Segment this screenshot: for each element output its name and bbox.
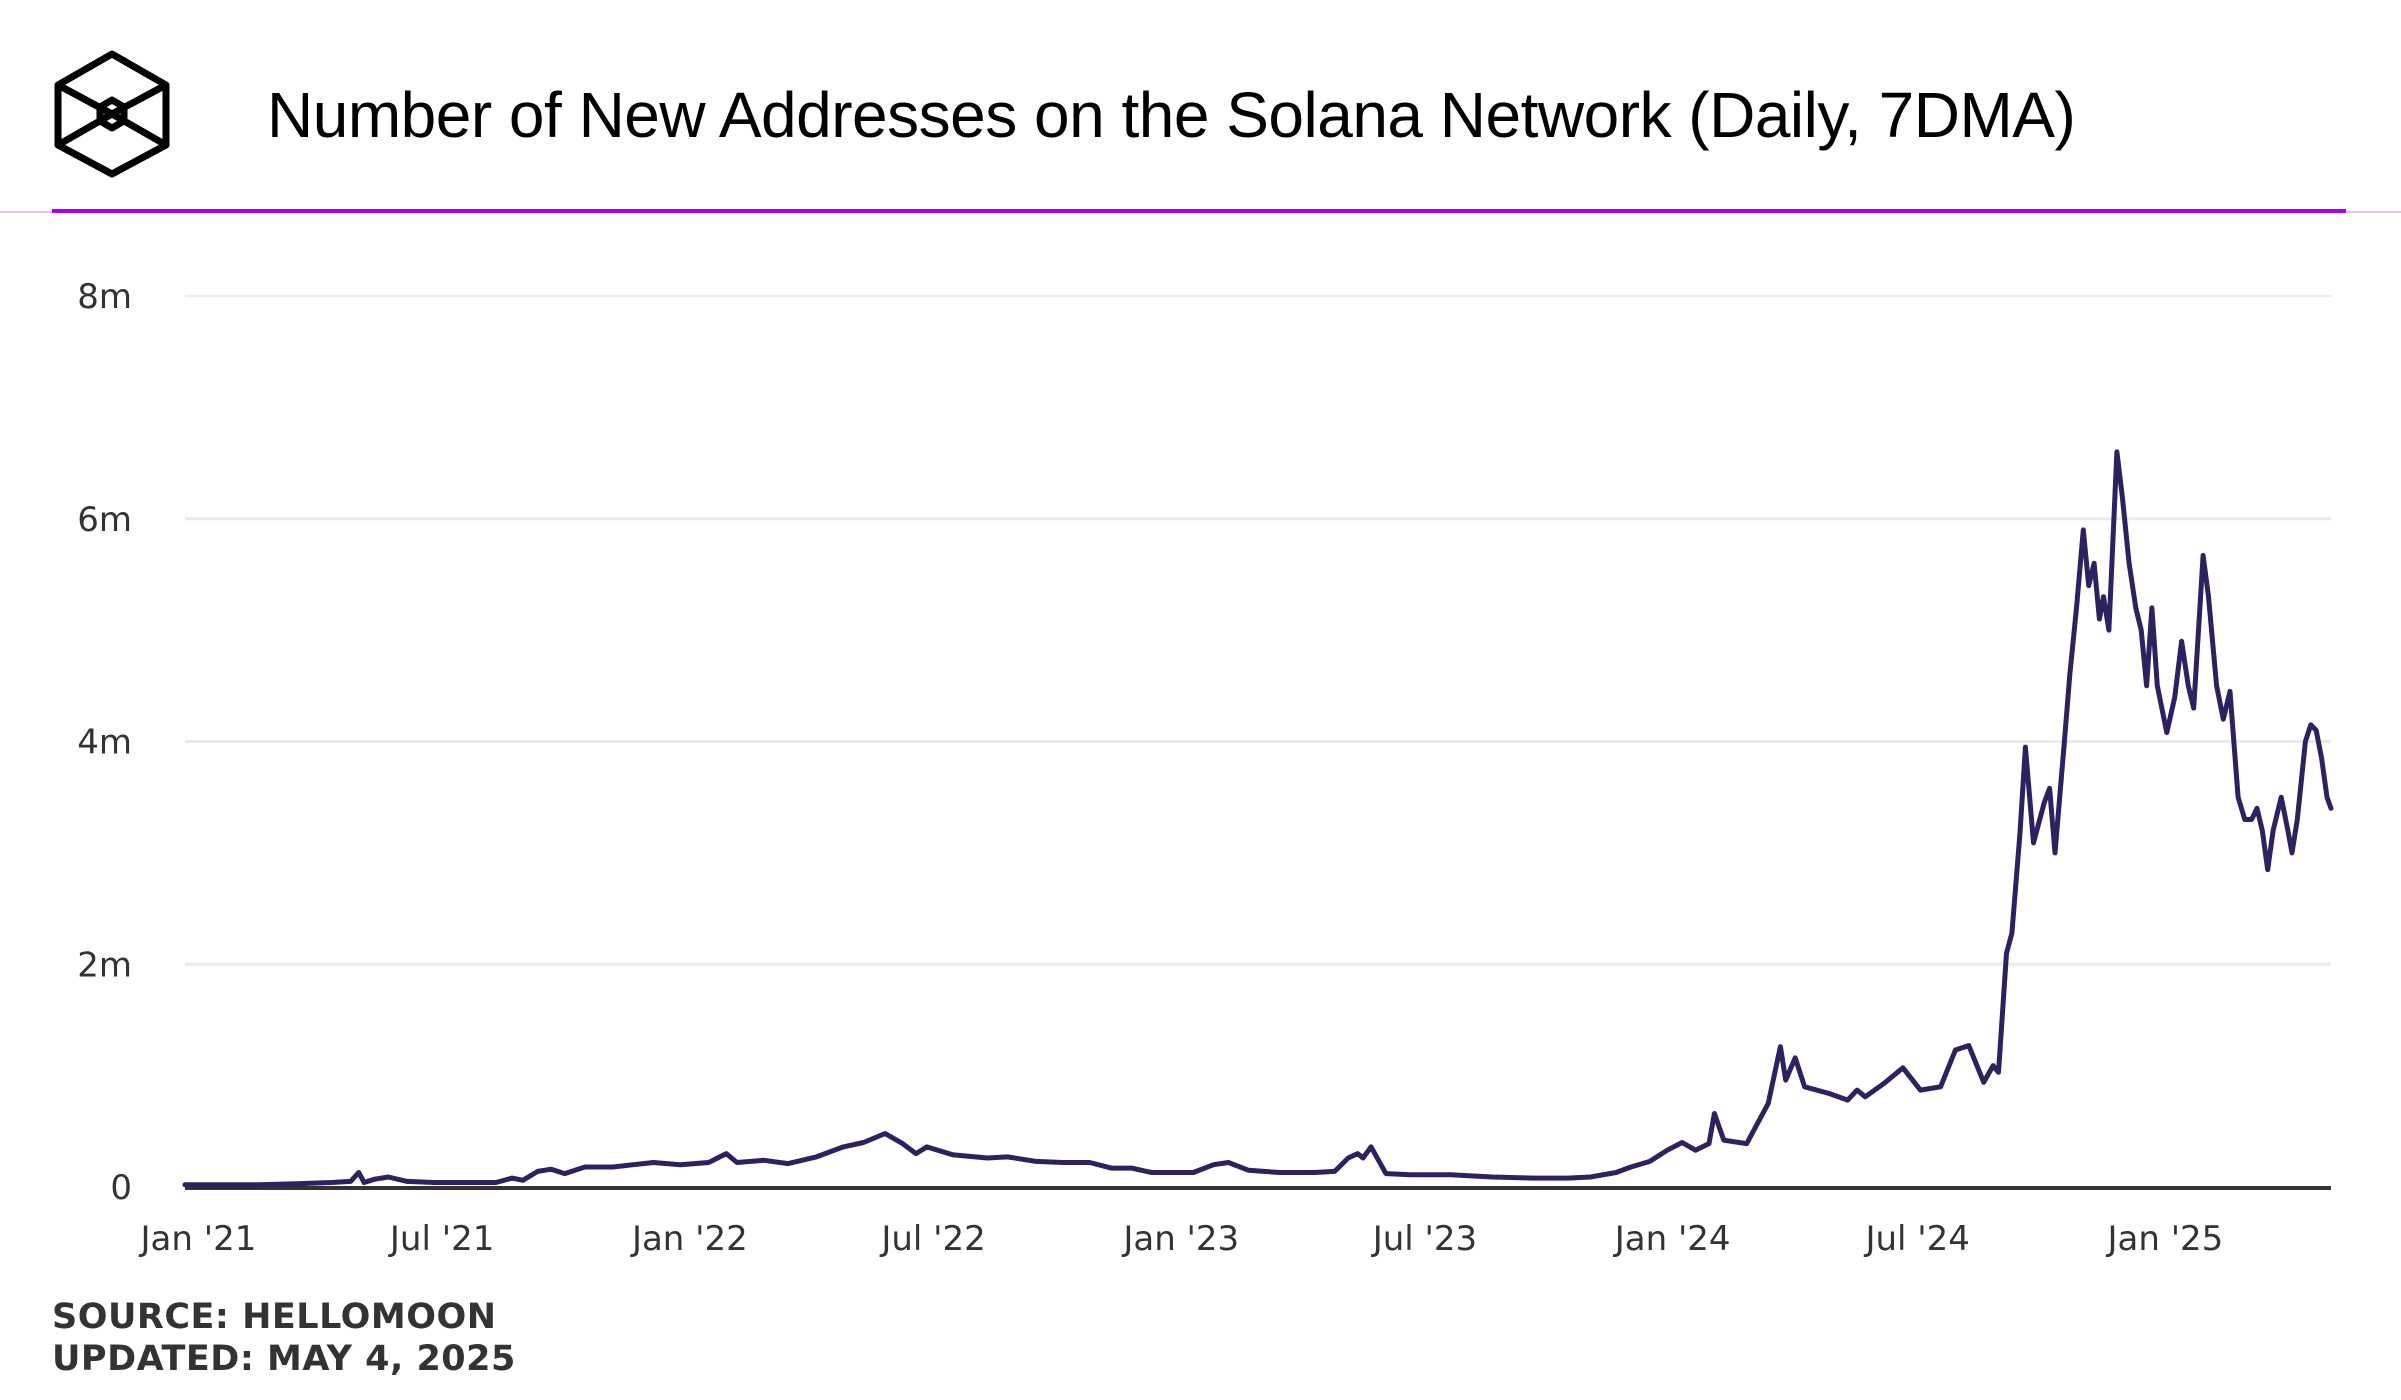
source-label: SOURCE: HELLOMOON <box>52 1297 497 1337</box>
y-tick-label: 4m <box>77 723 132 763</box>
x-tick-label: Jul '22 <box>879 1219 985 1259</box>
y-tick-label: 2m <box>77 945 132 985</box>
x-tick-label: Jul '21 <box>388 1219 494 1259</box>
x-tick-label: Jan '22 <box>630 1219 748 1259</box>
y-tick-label: 6m <box>77 500 132 540</box>
chart-footer: SOURCE: HELLOMOON UPDATED: MAY 4, 2025 <box>52 1296 516 1380</box>
header-accent-rule <box>52 209 2346 213</box>
y-tick-label: 8m <box>77 277 132 317</box>
y-tick-label: 0 <box>110 1168 132 1208</box>
x-tick-label: Jan '24 <box>1613 1219 1731 1259</box>
chart-header: Number of New Addresses on the Solana Ne… <box>0 0 2401 214</box>
x-axis-ticks: Jan '21 Jul '21 Jan '22 Jul '22 Jan '23 Jul '… <box>139 1219 2224 1259</box>
updated-label: UPDATED: MAY 4, 2025 <box>52 1339 516 1379</box>
x-tick-label: Jan '23 <box>1121 1219 1239 1259</box>
x-tick-label: Jul '24 <box>1863 1219 1969 1259</box>
series-line <box>182 449 2334 1188</box>
cube-logo-icon <box>54 50 170 178</box>
gridlines <box>185 294 2331 966</box>
x-tick-label: Jan '25 <box>2105 1219 2223 1259</box>
x-tick-label: Jan '21 <box>139 1219 257 1259</box>
y-axis-ticks: 0 2m 4m 6m 8m <box>77 277 132 1208</box>
series-lines <box>182 449 2334 1188</box>
chart-title: Number of New Addresses on the Solana Ne… <box>267 79 2076 151</box>
x-tick-label: Jul '23 <box>1371 1219 1477 1259</box>
